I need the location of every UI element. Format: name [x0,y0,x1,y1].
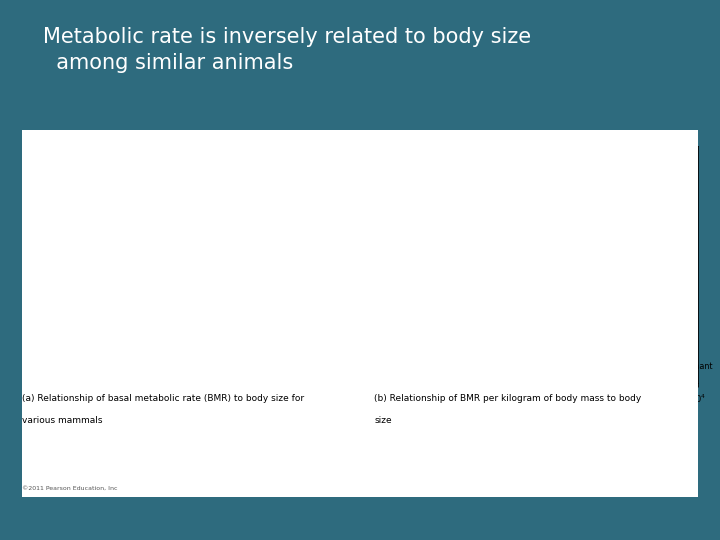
Text: Cat: Cat [542,367,556,375]
Point [456,322,468,330]
Point [444,305,456,314]
Text: Shrew: Shrew [59,352,84,361]
Point [99,369,110,378]
Text: size: size [374,416,392,425]
Point [487,350,498,359]
Text: Human: Human [230,230,258,238]
Text: Human: Human [610,357,639,366]
Point [258,230,270,238]
Text: (b) Relationship of BMR per kilogram of body mass to body: (b) Relationship of BMR per kilogram of … [374,394,642,403]
Text: Cat: Cat [185,275,199,285]
Text: Shrew: Shrew [441,171,466,180]
Point [141,335,153,344]
Text: Harvest mouse: Harvest mouse [109,379,171,388]
Point [671,372,683,381]
X-axis label: Body mass (kg) (log scale): Body mass (kg) (log scale) [495,408,614,416]
Point [199,276,210,285]
Point [111,350,122,359]
Point [429,172,441,180]
Point [604,368,616,376]
Y-axis label: BMR (L O₂/hr) (log scale): BMR (L O₂/hr) (log scale) [23,209,32,320]
Text: Ground squirrel: Ground squirrel [487,360,549,369]
Text: Rat: Rat [517,353,530,361]
Point [325,166,337,175]
Text: Sheep: Sheep [225,228,251,238]
Point [160,318,171,326]
Text: Dog: Dog [237,258,253,267]
Point [505,353,517,361]
Text: Harvest mouse: Harvest mouse [455,305,516,314]
Text: Metabolic rate is inversely related to body size
  among similar animals: Metabolic rate is inversely related to b… [43,27,531,72]
Y-axis label: BMR (L O₂/hr·kg): BMR (L O₂/hr·kg) [384,227,393,302]
Text: Horse: Horse [643,361,667,370]
Point [637,371,649,380]
Point [292,191,303,200]
Text: various mammals: various mammals [22,416,102,425]
Text: (a) Relationship of basal metabolic rate (BMR) to body size for: (a) Relationship of basal metabolic rate… [22,394,304,403]
Text: Mouse: Mouse [122,350,148,359]
Text: Elephant: Elephant [296,156,331,165]
Text: Mouse: Mouse [467,321,494,330]
Text: Dog: Dog [582,373,598,382]
Text: Rat: Rat [171,317,184,326]
Point [571,363,582,372]
Text: Sheep: Sheep [602,356,627,366]
Text: Horse: Horse [269,191,292,200]
Point [84,352,95,361]
Text: Elephant: Elephant [677,362,712,371]
Point [596,367,608,375]
Point [544,357,556,366]
Point [225,258,237,267]
Point [251,239,262,247]
Text: ©2011 Pearson Education, Inc: ©2011 Pearson Education, Inc [22,486,117,491]
X-axis label: Body mass (kg) (log scale): Body mass (kg) (log scale) [149,408,269,416]
Text: Ground squirrel: Ground squirrel [153,335,215,344]
